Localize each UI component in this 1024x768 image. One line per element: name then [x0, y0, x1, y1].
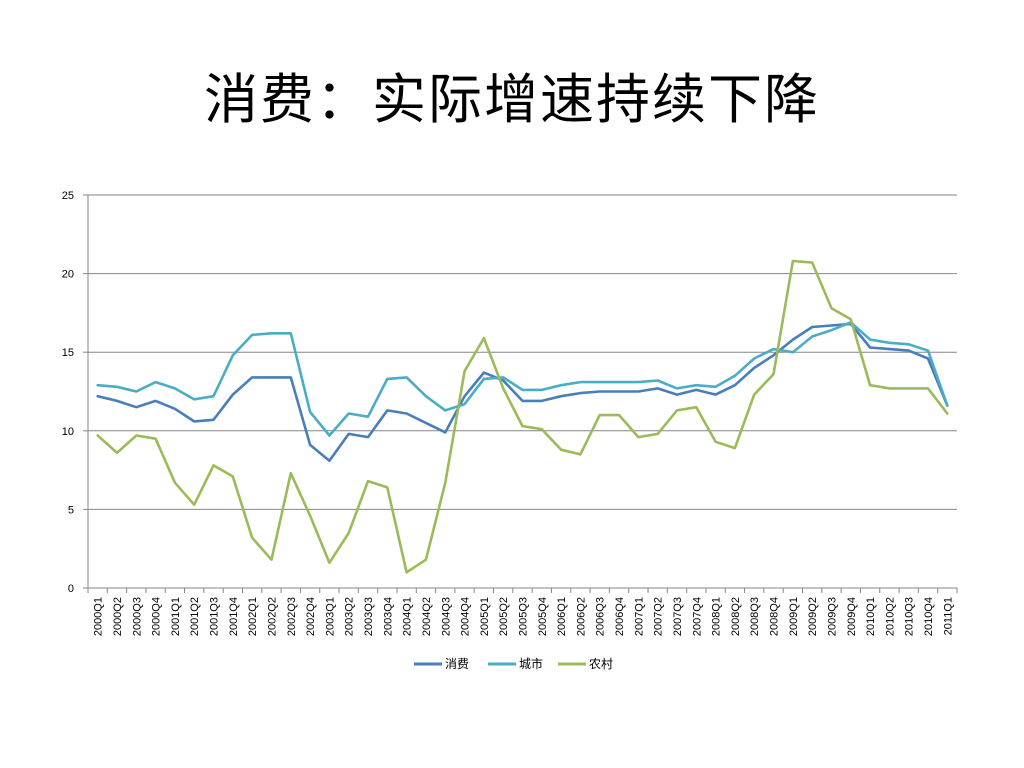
x-tick-label: 2003Q3	[363, 597, 375, 636]
x-tick-label: 2008Q2	[730, 597, 742, 636]
x-tick-label: 2005Q2	[498, 597, 510, 636]
x-tick-label: 2008Q3	[749, 597, 761, 636]
x-tick-label: 2000Q3	[131, 597, 143, 636]
axes	[83, 194, 958, 593]
x-tick-label: 2000Q2	[112, 597, 124, 636]
series-lines	[96, 259, 949, 574]
x-tick-label: 2002Q4	[305, 597, 317, 636]
x-tick-label: 2007Q1	[633, 597, 645, 636]
series-line-2	[96, 320, 949, 437]
x-tick-label: 2007Q3	[672, 597, 684, 636]
x-tick-label: 2009Q2	[807, 597, 819, 636]
x-tick-label: 2002Q1	[247, 597, 259, 636]
x-tick-label: 2006Q2	[575, 597, 587, 636]
x-tick-label: 2003Q1	[324, 597, 336, 636]
x-tick-label: 2010Q3	[904, 597, 916, 636]
x-tick-label: 2007Q4	[691, 597, 703, 636]
x-tick-label: 2010Q1	[865, 597, 877, 636]
x-tick-label: 2009Q1	[788, 597, 800, 636]
x-tick-label: 2005Q4	[537, 597, 549, 636]
x-tick-label: 2009Q3	[826, 597, 838, 636]
x-tick-label: 2003Q4	[382, 597, 394, 636]
x-tick-label: 2003Q2	[344, 597, 356, 636]
legend-label-3: 农村	[589, 657, 613, 671]
x-tick-label: 2002Q2	[266, 597, 278, 636]
x-tick-label: 2011Q1	[942, 597, 954, 635]
x-tick-label: 2004Q4	[460, 597, 472, 636]
x-tick-label: 2001Q3	[209, 597, 221, 636]
tick-labels: 0 5 10 15 20 25 2000Q1 2000Q2 2000Q3 2000Q4 2001Q1…	[62, 190, 955, 636]
y-tick-label: 15	[62, 347, 74, 359]
x-tick-label: 2006Q3	[595, 597, 607, 636]
y-tick-label: 25	[62, 190, 74, 202]
series-line-3	[96, 259, 949, 574]
x-tick-label: 2010Q2	[884, 597, 896, 636]
x-tick-label: 2006Q4	[614, 597, 626, 636]
x-tick-label: 2008Q1	[711, 597, 723, 636]
x-tick-label: 2006Q1	[556, 597, 568, 636]
x-tick-label: 2002Q3	[286, 597, 298, 636]
x-tick-label: 2009Q4	[846, 597, 858, 636]
y-tick-label: 10	[62, 426, 74, 438]
y-tick-label: 5	[68, 504, 74, 516]
x-tick-label: 2005Q1	[479, 597, 491, 636]
legend-label-2: 城市	[519, 656, 543, 671]
y-tick-label: 20	[62, 269, 74, 281]
x-tick-label: 2004Q2	[421, 597, 433, 636]
x-tick-label: 2000Q4	[151, 597, 163, 636]
x-tick-label: 2010Q4	[923, 597, 935, 636]
x-tick-label: 2008Q4	[769, 597, 781, 636]
x-tick-label: 2007Q2	[653, 597, 665, 636]
y-tick-label: 0	[68, 583, 74, 595]
x-tick-label: 2001Q2	[189, 597, 201, 636]
legend: 消费 城市 农村	[414, 656, 613, 671]
x-tick-label: 2004Q3	[440, 597, 452, 636]
x-tick-label: 2001Q4	[228, 597, 240, 636]
x-tick-label: 2001Q1	[170, 597, 182, 636]
series-line-1	[96, 322, 949, 463]
x-tick-label: 2004Q1	[402, 597, 414, 636]
legend-label-1: 消费	[445, 657, 469, 671]
slide-title: 消费：实际增速持续下降	[204, 68, 820, 131]
gridlines	[88, 194, 957, 510]
x-tick-label: 2000Q1	[93, 597, 105, 636]
x-tick-label: 2005Q3	[518, 597, 530, 636]
